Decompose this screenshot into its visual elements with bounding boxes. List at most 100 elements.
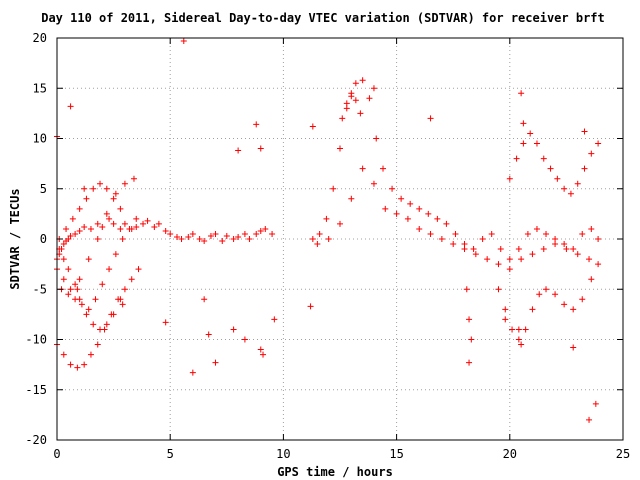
data-point bbox=[343, 105, 350, 112]
data-point bbox=[452, 230, 459, 237]
data-point bbox=[72, 281, 79, 288]
data-point bbox=[407, 200, 414, 207]
data-point bbox=[103, 185, 110, 192]
data-point bbox=[574, 180, 581, 187]
data-point bbox=[524, 230, 531, 237]
data-point bbox=[241, 230, 248, 237]
data-point bbox=[540, 246, 547, 253]
data-point bbox=[579, 230, 586, 237]
data-point bbox=[463, 286, 470, 293]
data-point bbox=[495, 286, 502, 293]
data-point bbox=[262, 225, 269, 232]
data-point bbox=[135, 266, 142, 273]
data-point bbox=[529, 306, 536, 313]
data-point bbox=[271, 316, 278, 323]
data-point bbox=[119, 236, 126, 242]
data-point bbox=[398, 195, 405, 202]
data-point bbox=[466, 359, 473, 366]
data-point bbox=[450, 241, 457, 248]
data-point bbox=[76, 205, 83, 212]
data-point bbox=[586, 256, 593, 263]
x-tick-label: 25 bbox=[616, 447, 630, 461]
data-point bbox=[561, 301, 568, 308]
data-point bbox=[219, 238, 226, 245]
data-point bbox=[425, 210, 432, 217]
data-point bbox=[155, 220, 162, 227]
data-point bbox=[126, 225, 133, 232]
y-axis-label: SDTVAR / TECUs bbox=[8, 188, 22, 289]
data-point bbox=[103, 210, 110, 217]
data-point bbox=[90, 185, 97, 192]
data-point bbox=[189, 230, 196, 237]
data-point bbox=[570, 344, 577, 351]
data-point bbox=[366, 95, 373, 102]
data-point bbox=[97, 180, 104, 187]
data-point bbox=[309, 236, 316, 242]
data-point bbox=[76, 227, 83, 234]
data-point bbox=[60, 256, 67, 263]
data-point bbox=[90, 321, 97, 328]
data-points bbox=[54, 38, 602, 423]
data-point bbox=[110, 195, 117, 202]
data-point bbox=[65, 266, 72, 273]
data-point bbox=[520, 120, 527, 127]
data-point bbox=[554, 175, 561, 182]
data-point bbox=[547, 165, 554, 172]
data-point bbox=[65, 291, 72, 298]
data-point bbox=[94, 236, 101, 242]
data-point bbox=[307, 303, 314, 310]
data-point bbox=[121, 220, 128, 227]
data-point bbox=[382, 205, 389, 212]
data-point bbox=[581, 165, 588, 172]
data-point bbox=[595, 261, 602, 268]
data-point bbox=[81, 185, 88, 192]
data-point bbox=[99, 223, 106, 230]
data-point bbox=[472, 251, 479, 258]
data-point bbox=[484, 256, 491, 263]
data-point bbox=[94, 220, 101, 227]
data-point bbox=[359, 77, 366, 84]
data-point bbox=[588, 150, 595, 157]
data-point bbox=[112, 190, 119, 197]
data-point bbox=[257, 346, 264, 353]
data-point bbox=[173, 233, 180, 240]
data-point bbox=[144, 217, 151, 224]
data-point bbox=[60, 351, 67, 358]
y-tick-label: -10 bbox=[25, 333, 47, 347]
data-point bbox=[552, 291, 559, 298]
data-point bbox=[588, 225, 595, 232]
data-point bbox=[563, 246, 570, 253]
data-point bbox=[443, 220, 450, 227]
data-point bbox=[438, 236, 445, 242]
data-point bbox=[515, 336, 522, 343]
data-point bbox=[529, 251, 536, 258]
data-point bbox=[178, 236, 185, 242]
data-point bbox=[468, 336, 475, 343]
y-tick-label: 5 bbox=[40, 182, 47, 196]
data-point bbox=[595, 140, 602, 147]
data-point bbox=[348, 93, 355, 100]
data-point bbox=[570, 306, 577, 313]
data-point bbox=[67, 232, 74, 239]
data-point bbox=[427, 230, 434, 237]
data-point bbox=[260, 351, 267, 358]
data-point bbox=[63, 225, 70, 232]
data-point bbox=[205, 331, 212, 338]
data-point bbox=[502, 316, 509, 323]
data-point bbox=[515, 326, 522, 333]
data-point bbox=[543, 286, 550, 293]
data-point bbox=[579, 296, 586, 303]
data-point bbox=[561, 241, 568, 248]
data-point bbox=[76, 276, 83, 283]
data-point bbox=[85, 306, 92, 313]
data-point bbox=[309, 123, 316, 130]
data-point bbox=[85, 256, 92, 263]
data-point bbox=[416, 205, 423, 212]
data-point bbox=[230, 236, 237, 242]
y-tick-label: 10 bbox=[33, 132, 47, 146]
data-point bbox=[552, 236, 559, 242]
data-point bbox=[196, 236, 203, 242]
data-point bbox=[74, 286, 81, 293]
data-point bbox=[87, 225, 94, 232]
x-tick-label: 5 bbox=[167, 447, 174, 461]
